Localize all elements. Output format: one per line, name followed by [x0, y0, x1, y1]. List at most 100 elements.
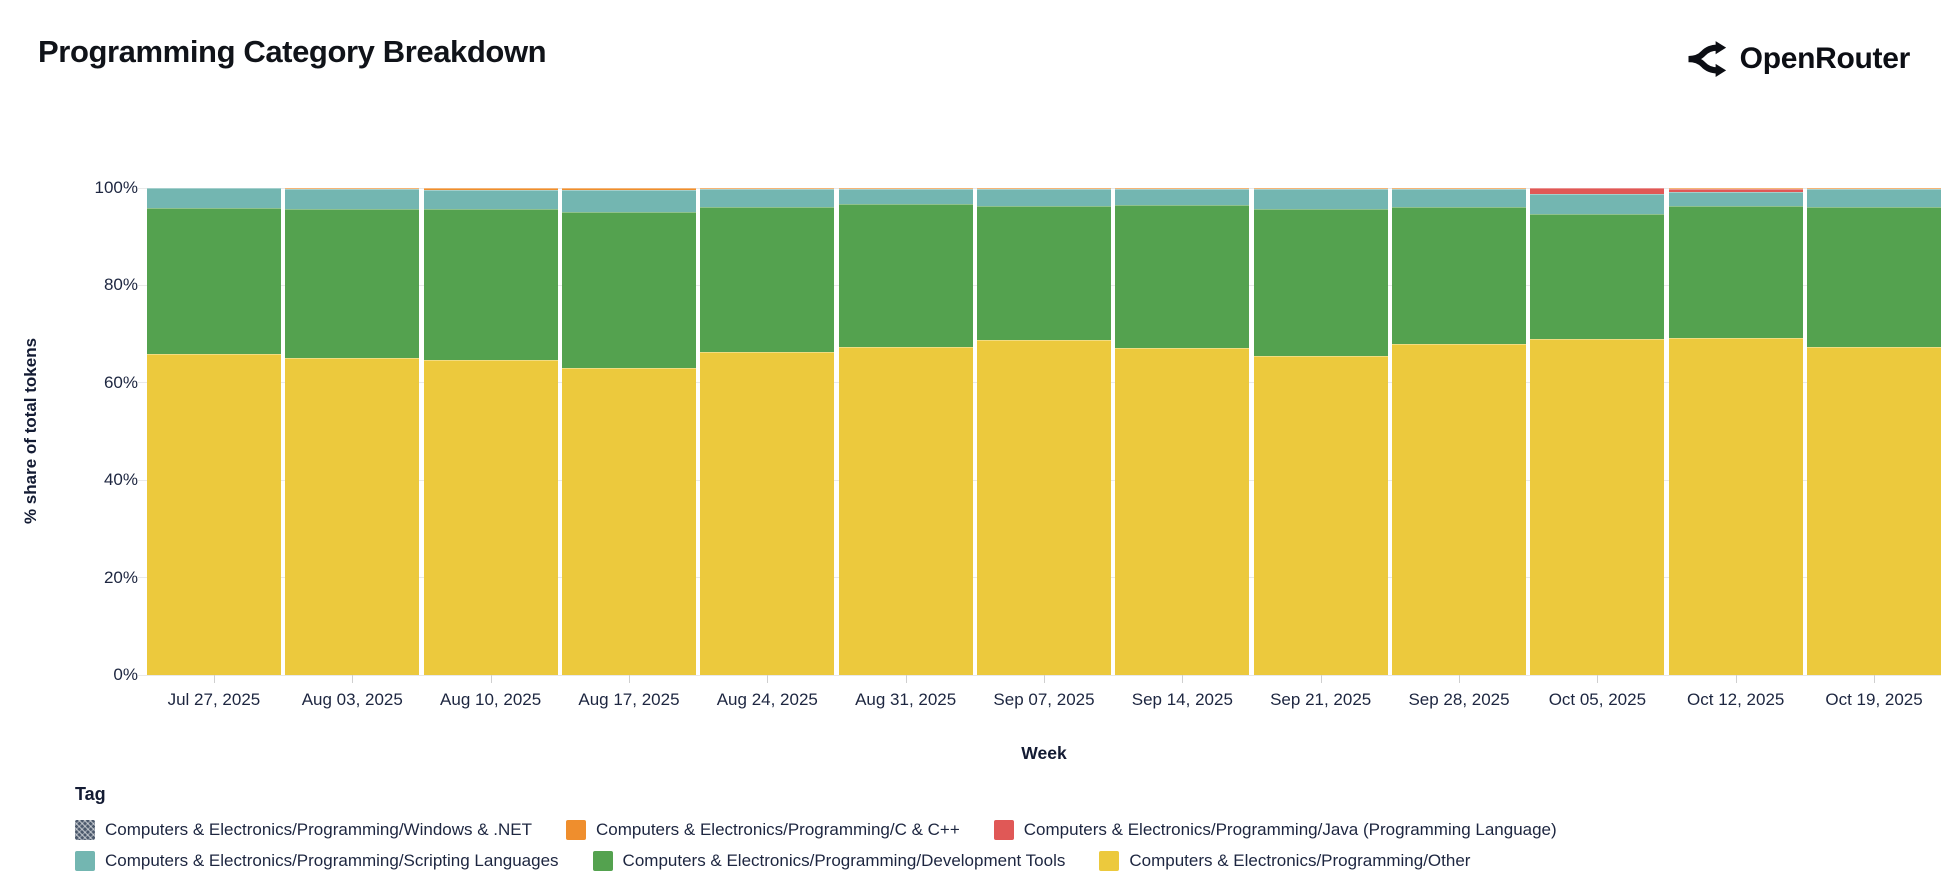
- bar-sep-21-2025[interactable]: [1253, 188, 1388, 675]
- bar-segment[interactable]: [285, 189, 420, 209]
- bar-segment[interactable]: [838, 204, 973, 348]
- bar-segment[interactable]: [1668, 188, 1803, 189]
- legend-label: Computers & Electronics/Programming/Java…: [1023, 820, 1557, 839]
- bar-segment[interactable]: [838, 188, 973, 190]
- legend-swatch-icon: [75, 820, 95, 840]
- bar-segment[interactable]: [1392, 206, 1526, 344]
- x-tick-label: Jul 27, 2025: [147, 675, 281, 710]
- bar-segment[interactable]: [977, 206, 1111, 340]
- bar-segment[interactable]: [1253, 208, 1388, 357]
- bar-sep-28-2025[interactable]: [1392, 188, 1526, 675]
- x-tick-label: Oct 12, 2025: [1669, 675, 1803, 710]
- bar-segment[interactable]: [1807, 188, 1941, 190]
- x-tick-mark: [1320, 675, 1322, 683]
- legend: Tag Computers & Electronics/Programming/…: [75, 784, 1557, 882]
- x-tick-mark: [1597, 675, 1599, 683]
- bar-aug-31-2025[interactable]: [838, 188, 973, 675]
- bar-segment[interactable]: [562, 188, 696, 190]
- legend-item[interactable]: Computers & Electronics/Programming/Wind…: [75, 820, 532, 840]
- x-tick-label: Aug 24, 2025: [700, 675, 834, 710]
- bar-jul-27-2025[interactable]: [147, 188, 281, 675]
- legend-label: Computers & Electronics/Programming/C & …: [596, 820, 960, 839]
- legend-rows: Computers & Electronics/Programming/Wind…: [75, 820, 1557, 871]
- bar-segment[interactable]: [1115, 189, 1250, 205]
- bar-segment[interactable]: [1668, 205, 1803, 339]
- legend-swatch-icon: [75, 851, 95, 871]
- bar-segment[interactable]: [1807, 347, 1941, 675]
- bar-segment[interactable]: [285, 188, 420, 190]
- bar-segment[interactable]: [1668, 189, 1803, 193]
- bar-segment[interactable]: [1253, 356, 1388, 675]
- legend-item[interactable]: Computers & Electronics/Programming/Scri…: [75, 851, 559, 871]
- bar-segment[interactable]: [977, 188, 1111, 190]
- bar-segment[interactable]: [838, 189, 973, 205]
- bar-segment[interactable]: [1392, 343, 1526, 675]
- bar-aug-17-2025[interactable]: [562, 188, 696, 675]
- bar-aug-03-2025[interactable]: [285, 188, 420, 675]
- bar-segment[interactable]: [423, 188, 558, 190]
- chart-title: Programming Category Breakdown: [38, 34, 547, 69]
- bar-sep-14-2025[interactable]: [1115, 188, 1250, 675]
- bar-segment[interactable]: [562, 368, 696, 675]
- bar-segment[interactable]: [423, 208, 558, 360]
- y-tick-label: 40%: [103, 470, 138, 490]
- bar-segment[interactable]: [1530, 194, 1665, 214]
- bar-segment[interactable]: [1530, 338, 1665, 675]
- bar-segment[interactable]: [285, 208, 420, 359]
- bar-segment[interactable]: [1668, 338, 1803, 675]
- bar-aug-10-2025[interactable]: [423, 188, 558, 675]
- bar-segment[interactable]: [1392, 189, 1526, 207]
- bar-segment[interactable]: [700, 189, 835, 207]
- x-tick-mark: [905, 675, 907, 683]
- bar-oct-05-2025[interactable]: [1530, 188, 1665, 675]
- bar-segment[interactable]: [700, 352, 835, 675]
- x-tick-mark: [1043, 675, 1045, 683]
- bar-segment[interactable]: [1253, 189, 1388, 209]
- bar-segment[interactable]: [1253, 188, 1388, 190]
- legend-item[interactable]: Computers & Electronics/Programming/Deve…: [592, 851, 1065, 871]
- bar-segment[interactable]: [423, 359, 558, 675]
- y-axis-label: % share of total tokens: [21, 337, 40, 525]
- bar-segment[interactable]: [700, 206, 835, 353]
- legend-item[interactable]: Computers & Electronics/Programming/Othe…: [1099, 851, 1470, 871]
- bar-segment[interactable]: [1807, 206, 1941, 348]
- bar-segment[interactable]: [1115, 188, 1250, 190]
- bar-segment[interactable]: [700, 188, 835, 190]
- bar-oct-12-2025[interactable]: [1668, 188, 1803, 675]
- bar-segment[interactable]: [285, 358, 420, 675]
- bar-segment[interactable]: [838, 347, 973, 675]
- bar-segment[interactable]: [147, 207, 281, 354]
- x-tick-label: Sep 07, 2025: [977, 675, 1111, 710]
- bar-segment[interactable]: [977, 189, 1111, 207]
- legend-title: Tag: [75, 784, 106, 804]
- bar-segment[interactable]: [1115, 204, 1250, 349]
- bar-segment[interactable]: [562, 189, 696, 212]
- bar-segment[interactable]: [1668, 192, 1803, 206]
- legend-item[interactable]: Computers & Electronics/Programming/Java…: [993, 820, 1557, 840]
- bar-segment[interactable]: [1392, 188, 1526, 190]
- bar-segment[interactable]: [1530, 188, 1665, 195]
- x-tick-mark: [767, 675, 769, 683]
- legend-item[interactable]: Computers & Electronics/Programming/C & …: [566, 820, 960, 840]
- bar-segment[interactable]: [147, 353, 281, 675]
- x-tick-mark: [213, 675, 215, 683]
- bar-segment[interactable]: [1530, 213, 1665, 339]
- gridline: [138, 187, 1941, 189]
- bar-segment[interactable]: [147, 188, 281, 208]
- bar-segment[interactable]: [423, 189, 558, 209]
- bar-aug-24-2025[interactable]: [700, 188, 835, 675]
- bar-segment[interactable]: [1807, 189, 1941, 207]
- bar-segment[interactable]: [977, 339, 1111, 675]
- x-tick-mark: [352, 675, 354, 683]
- x-tick-label: Sep 14, 2025: [1115, 675, 1249, 710]
- openrouter-logo-icon: [1688, 41, 1726, 77]
- bar-oct-19-2025[interactable]: [1807, 188, 1941, 675]
- bar-segment[interactable]: [562, 211, 696, 369]
- brand-logo[interactable]: OpenRouter: [1685, 38, 1910, 80]
- bar-segment[interactable]: [1115, 348, 1250, 675]
- legend-row: Computers & Electronics/Programming/Wind…: [75, 820, 1557, 840]
- brand-name: OpenRouter: [1739, 42, 1911, 75]
- bar-sep-07-2025[interactable]: [977, 188, 1111, 675]
- x-tick-label: Aug 10, 2025: [424, 675, 558, 710]
